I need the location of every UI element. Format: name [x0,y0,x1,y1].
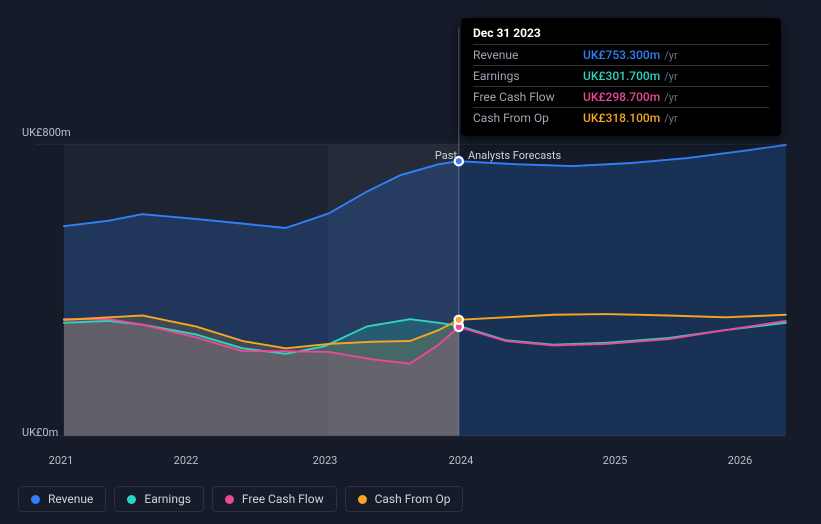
tooltip-row-label: Cash From Op [473,111,583,125]
x-axis-label: 2021 [49,454,74,467]
tooltip-title: Dec 31 2023 [473,26,769,40]
legend-swatch [31,495,40,504]
legend-item-earnings[interactable]: Earnings [114,486,204,512]
legend-label: Revenue [48,492,93,506]
tooltip-row-label: Free Cash Flow [473,90,583,104]
x-axis-label: 2022 [174,454,199,467]
chart-legend: Revenue Earnings Free Cash Flow Cash From O… [18,486,463,512]
legend-item-free-cash-flow[interactable]: Free Cash Flow [212,486,337,512]
y-axis-label: UK£0m [22,426,58,439]
legend-item-cash-from-op[interactable]: Cash From Op [345,486,464,512]
tooltip-row: RevenueUK£753.300m/yr [473,44,769,65]
tooltip-row-label: Revenue [473,48,583,62]
tooltip-row-value: UK£298.700m [583,90,660,104]
legend-swatch [127,495,136,504]
legend-label: Cash From Op [375,492,451,506]
legend-swatch [358,495,367,504]
legend-label: Free Cash Flow [242,492,324,506]
chart-tooltip: Dec 31 2023 RevenueUK£753.300m/yrEarning… [461,18,781,136]
y-axis-label: UK£800m [22,126,71,139]
past-label: Past [435,149,457,162]
forecast-label: Analysts Forecasts [468,149,561,162]
tooltip-row-label: Earnings [473,69,583,83]
tooltip-row-unit: /yr [664,70,677,83]
x-axis-label: 2023 [313,454,338,467]
tooltip-row: Free Cash FlowUK£298.700m/yr [473,86,769,107]
legend-swatch [225,495,234,504]
tooltip-row-unit: /yr [664,112,677,125]
legend-label: Earnings [144,492,191,506]
legend-item-revenue[interactable]: Revenue [18,486,106,512]
tooltip-row: EarningsUK£301.700m/yr [473,65,769,86]
tooltip-row-unit: /yr [664,91,677,104]
x-axis-label: 2025 [603,454,628,467]
tooltip-row-value: UK£301.700m [583,69,660,83]
x-axis-label: 2026 [728,454,753,467]
tooltip-row-value: UK£318.100m [583,111,660,125]
tooltip-row-value: UK£753.300m [583,48,660,62]
tooltip-row: Cash From OpUK£318.100m/yr [473,107,769,128]
tooltip-row-unit: /yr [664,49,677,62]
x-axis-label: 2024 [449,454,474,467]
